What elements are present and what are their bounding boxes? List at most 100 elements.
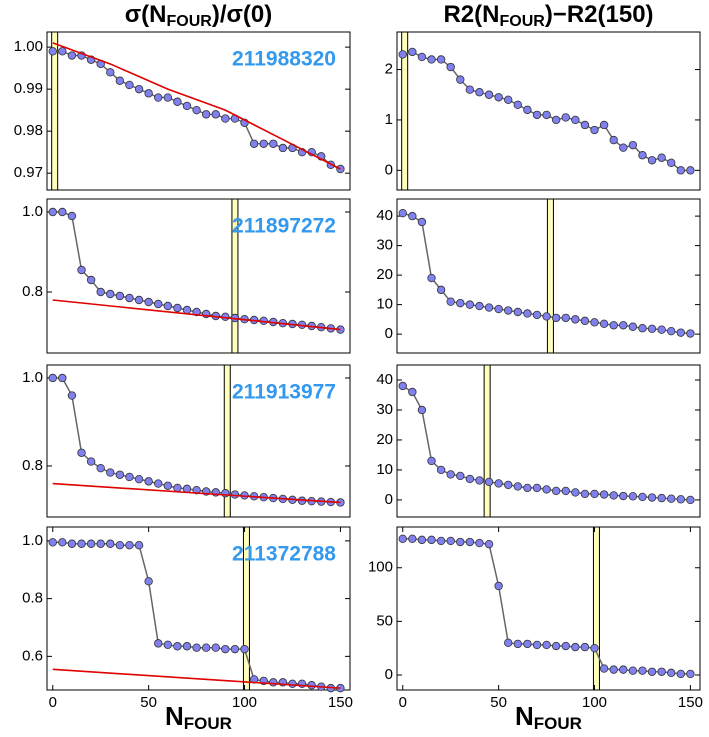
data-point <box>638 151 647 160</box>
data-point <box>173 483 182 493</box>
data-point <box>115 470 125 479</box>
data-point <box>77 448 86 457</box>
data-point <box>532 483 542 493</box>
data-point <box>580 642 590 652</box>
data-point <box>446 536 455 546</box>
data-point <box>96 539 105 548</box>
data-point <box>494 93 503 102</box>
data-point <box>221 644 230 654</box>
x-tick-label: 150 <box>678 694 703 711</box>
x-tick-label: 0 <box>399 694 407 711</box>
data-point <box>657 493 666 503</box>
data-point <box>144 297 153 307</box>
data-point <box>192 105 201 115</box>
data-point <box>67 211 77 221</box>
y-tick-label: 1.0 <box>22 203 43 220</box>
data-point <box>48 207 57 217</box>
data-point <box>676 495 686 504</box>
data-point <box>96 287 105 297</box>
data-point <box>619 321 628 330</box>
data-point <box>465 474 475 484</box>
xlabel-subscript: FOUR <box>534 714 582 733</box>
data-point <box>115 76 125 85</box>
data-point <box>599 120 609 130</box>
data-point <box>201 643 211 652</box>
data-point <box>106 68 115 77</box>
data-point <box>513 100 523 110</box>
data-point <box>278 143 288 153</box>
data-point <box>221 114 230 123</box>
data-point <box>580 489 590 499</box>
highlight-band <box>546 198 554 354</box>
data-point <box>475 88 484 97</box>
data-point <box>115 291 125 301</box>
data-point <box>408 47 417 57</box>
y-tick-label: 0 <box>385 325 393 342</box>
data-point <box>523 105 532 115</box>
y-tick-label: 0.8 <box>22 590 43 607</box>
data-point <box>106 539 115 548</box>
data-point <box>561 313 570 323</box>
data-point <box>398 50 407 59</box>
y-tick-label: 20 <box>376 431 393 448</box>
data-point <box>67 391 77 400</box>
y-tick-label: 30 <box>376 237 393 254</box>
data-point <box>551 486 561 496</box>
panel-title: σ(NFOUR)/σ(0) <box>125 1 273 30</box>
data-point <box>647 156 657 165</box>
data-point <box>647 324 657 334</box>
data-point <box>240 644 249 654</box>
data-point <box>67 51 77 60</box>
data-point <box>542 312 551 321</box>
data-point <box>173 303 182 313</box>
y-tick-label: 40 <box>376 371 393 388</box>
object-id: 211913977 <box>232 381 336 404</box>
data-point <box>115 540 125 550</box>
y-tick-label: 1.00 <box>14 38 43 55</box>
data-point <box>667 668 676 678</box>
data-point <box>230 490 240 499</box>
data-point <box>163 301 173 311</box>
title-part: R2(N <box>443 1 499 28</box>
fit-line <box>52 482 341 504</box>
y-tick-label: 10 <box>376 296 393 313</box>
data-point <box>580 316 590 326</box>
data-point <box>427 456 436 466</box>
highlight-band <box>51 31 59 191</box>
plot-frame <box>396 526 701 691</box>
data-point <box>628 140 638 150</box>
data-point <box>590 125 599 135</box>
data-point <box>173 97 182 106</box>
data-point <box>484 303 494 312</box>
data-point <box>58 373 67 383</box>
data-point <box>249 139 259 148</box>
data-point <box>638 666 647 675</box>
data-point <box>590 489 599 499</box>
x-axis-label: NFOUR <box>515 701 582 734</box>
data-point <box>144 577 153 586</box>
data-point <box>259 139 268 148</box>
data-point <box>590 318 599 327</box>
data-point <box>628 322 638 331</box>
data-point <box>551 313 561 323</box>
plot-frame <box>396 31 701 191</box>
data-point <box>269 139 278 148</box>
data-point <box>465 300 475 309</box>
data-point <box>532 110 542 120</box>
x-tick-label: 100 <box>232 694 257 711</box>
data-point <box>542 110 551 120</box>
data-point <box>446 470 455 479</box>
title-part: )−R2(150) <box>545 1 654 28</box>
data-point <box>504 480 513 490</box>
data-point <box>609 321 618 330</box>
data-point <box>58 47 67 56</box>
data-point <box>398 534 407 543</box>
data-point <box>408 534 417 543</box>
data-point <box>513 639 523 649</box>
data-point <box>456 471 465 481</box>
data-point <box>48 373 57 383</box>
data-point <box>144 89 153 98</box>
x-tick-label: 50 <box>490 694 507 711</box>
object-id: 211988320 <box>232 48 336 71</box>
data-point <box>96 463 105 473</box>
